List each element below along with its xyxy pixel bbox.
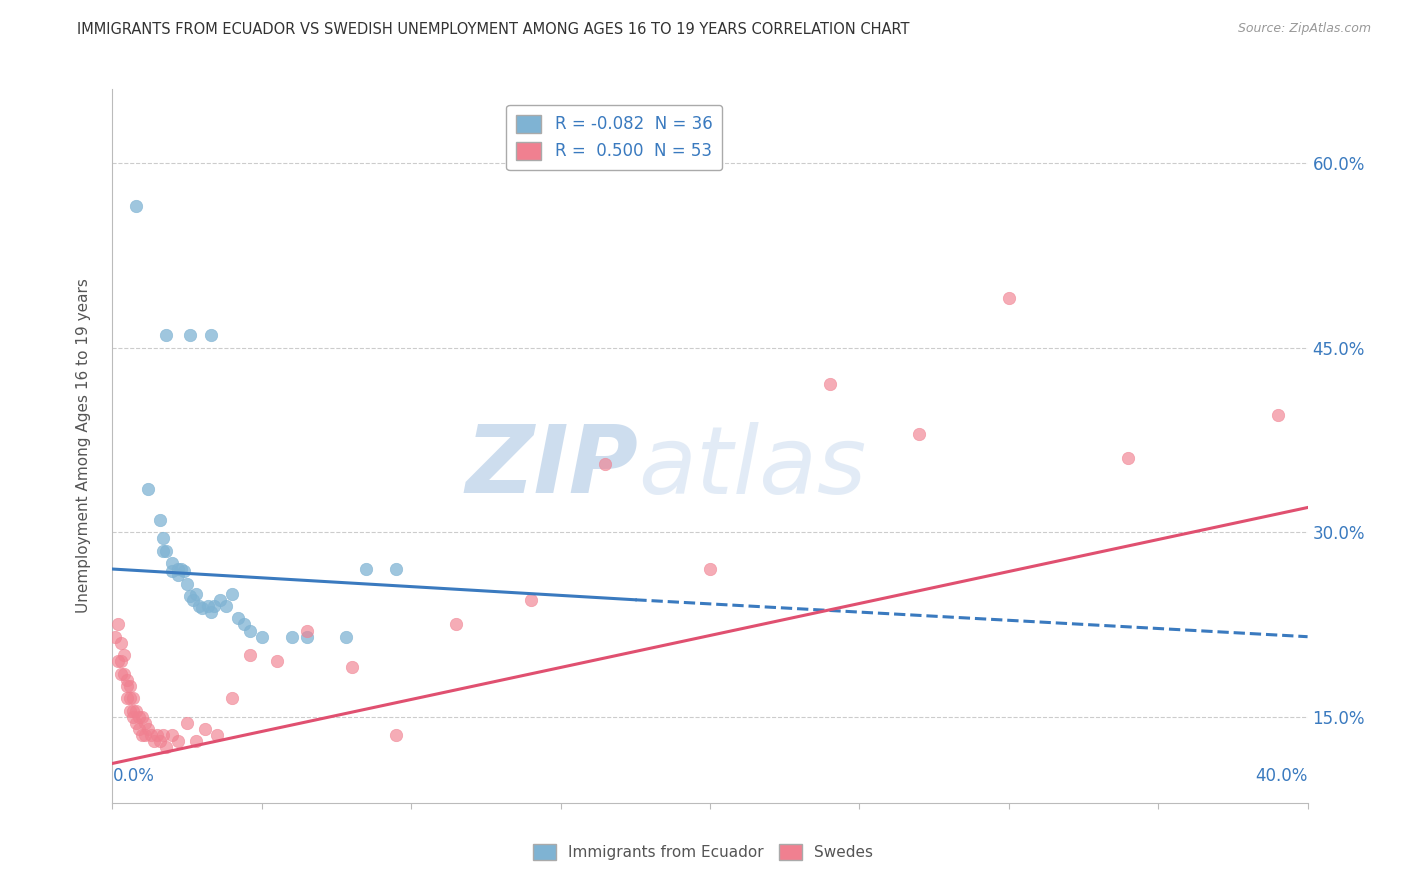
Point bbox=[149, 513, 172, 527]
Point bbox=[250, 630, 273, 644]
Point bbox=[226, 611, 249, 625]
Point bbox=[188, 599, 211, 613]
Point bbox=[699, 562, 721, 576]
Point bbox=[110, 636, 132, 650]
Point bbox=[176, 715, 198, 730]
Point bbox=[179, 328, 201, 343]
Point bbox=[162, 565, 183, 579]
Point bbox=[1267, 409, 1289, 423]
Point bbox=[138, 722, 160, 736]
Point bbox=[122, 691, 145, 706]
Point bbox=[152, 531, 174, 545]
Text: Source: ZipAtlas.com: Source: ZipAtlas.com bbox=[1237, 22, 1371, 36]
Point bbox=[162, 556, 183, 570]
Point bbox=[128, 709, 150, 723]
Point bbox=[167, 562, 190, 576]
Point bbox=[818, 377, 841, 392]
Point bbox=[104, 630, 127, 644]
Point bbox=[114, 666, 135, 681]
Point bbox=[221, 691, 243, 706]
Point bbox=[141, 728, 163, 742]
Point bbox=[120, 679, 142, 693]
Point bbox=[134, 715, 156, 730]
Point bbox=[120, 691, 142, 706]
Point bbox=[205, 728, 228, 742]
Point bbox=[385, 562, 408, 576]
Point bbox=[520, 592, 543, 607]
Text: atlas: atlas bbox=[638, 422, 866, 513]
Point bbox=[110, 666, 132, 681]
Point bbox=[117, 679, 139, 693]
Point bbox=[155, 740, 177, 755]
Point bbox=[167, 734, 190, 748]
Point bbox=[120, 704, 142, 718]
Point bbox=[125, 715, 148, 730]
Point bbox=[176, 576, 198, 591]
Point bbox=[138, 482, 160, 496]
Point bbox=[143, 734, 166, 748]
Point bbox=[162, 728, 183, 742]
Point bbox=[146, 728, 169, 742]
Point bbox=[110, 654, 132, 668]
Legend: Immigrants from Ecuador, Swedes: Immigrants from Ecuador, Swedes bbox=[527, 838, 879, 866]
Text: ZIP: ZIP bbox=[465, 421, 638, 514]
Point bbox=[356, 562, 378, 576]
Point bbox=[209, 592, 232, 607]
Point bbox=[215, 599, 238, 613]
Point bbox=[385, 728, 408, 742]
Point bbox=[335, 630, 357, 644]
Point bbox=[114, 648, 135, 662]
Point bbox=[202, 599, 225, 613]
Point bbox=[122, 709, 145, 723]
Point bbox=[107, 617, 129, 632]
Point bbox=[186, 734, 208, 748]
Point bbox=[167, 568, 190, 582]
Point bbox=[908, 426, 931, 441]
Point bbox=[444, 617, 467, 632]
Point bbox=[107, 654, 129, 668]
Point bbox=[155, 328, 177, 343]
Point bbox=[595, 458, 617, 472]
Point bbox=[221, 587, 243, 601]
Text: 0.0%: 0.0% bbox=[112, 767, 155, 785]
Point bbox=[181, 592, 204, 607]
Point bbox=[239, 648, 262, 662]
Point bbox=[152, 543, 174, 558]
Point bbox=[152, 728, 174, 742]
Text: 40.0%: 40.0% bbox=[1256, 767, 1308, 785]
Point bbox=[125, 704, 148, 718]
Point bbox=[128, 722, 150, 736]
Y-axis label: Unemployment Among Ages 16 to 19 years: Unemployment Among Ages 16 to 19 years bbox=[76, 278, 91, 614]
Point bbox=[200, 328, 222, 343]
Point bbox=[134, 728, 156, 742]
Point bbox=[1118, 451, 1140, 466]
Legend: R = -0.082  N = 36, R =  0.500  N = 53: R = -0.082 N = 36, R = 0.500 N = 53 bbox=[506, 104, 723, 170]
Point bbox=[295, 630, 318, 644]
Point bbox=[233, 617, 256, 632]
Point bbox=[125, 199, 148, 213]
Point bbox=[170, 562, 193, 576]
Point bbox=[281, 630, 304, 644]
Point bbox=[295, 624, 318, 638]
Point bbox=[998, 291, 1021, 305]
Point bbox=[194, 722, 217, 736]
Point bbox=[186, 587, 208, 601]
Text: IMMIGRANTS FROM ECUADOR VS SWEDISH UNEMPLOYMENT AMONG AGES 16 TO 19 YEARS CORREL: IMMIGRANTS FROM ECUADOR VS SWEDISH UNEMP… bbox=[77, 22, 910, 37]
Point bbox=[200, 605, 222, 619]
Point bbox=[173, 565, 195, 579]
Point bbox=[191, 601, 214, 615]
Point bbox=[117, 673, 139, 687]
Point bbox=[155, 543, 177, 558]
Point bbox=[122, 704, 145, 718]
Point bbox=[179, 589, 201, 603]
Point bbox=[197, 599, 219, 613]
Point bbox=[131, 728, 153, 742]
Point bbox=[131, 709, 153, 723]
Point bbox=[239, 624, 262, 638]
Point bbox=[117, 691, 139, 706]
Point bbox=[266, 654, 288, 668]
Point bbox=[149, 734, 172, 748]
Point bbox=[340, 660, 363, 674]
